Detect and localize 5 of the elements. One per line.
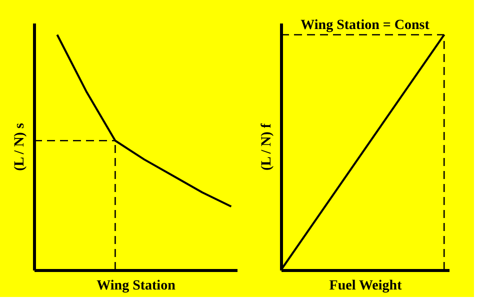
text: Wing Station = Const [300, 18, 430, 33]
y-axis-title: (L / N) s [12, 122, 28, 171]
x-axis-title: Wing Station [96, 278, 176, 294]
x-axis-title: Fuel Weight [329, 278, 402, 294]
y-axis-title: (L / N) f [260, 123, 274, 171]
